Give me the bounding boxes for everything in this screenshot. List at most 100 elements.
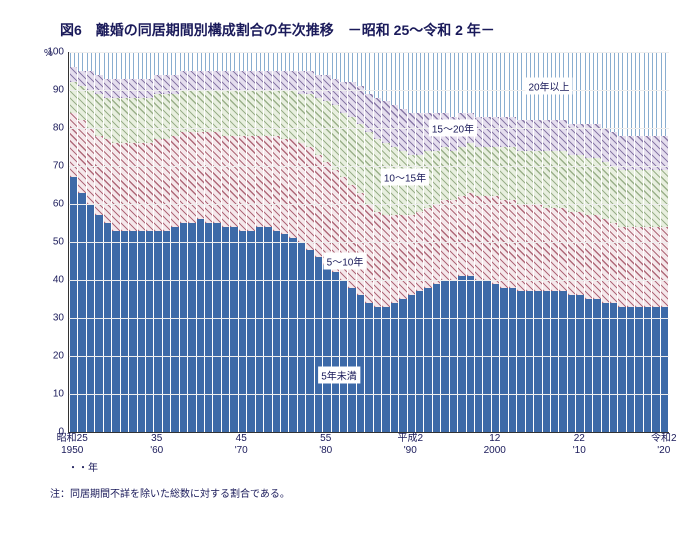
bar-segment-under5 bbox=[374, 307, 381, 432]
grid-line bbox=[69, 52, 669, 53]
bar-segment-y15_20 bbox=[391, 105, 398, 147]
bar-segment-under5 bbox=[129, 231, 136, 432]
bar-segment-over20 bbox=[635, 52, 642, 136]
bar-segment-y5_10 bbox=[289, 139, 296, 238]
bar-segment-y10_15 bbox=[483, 147, 490, 196]
bar-segment-y15_20 bbox=[87, 71, 94, 90]
bar-segment-y15_20 bbox=[618, 136, 625, 170]
bar-segment-y5_10 bbox=[197, 132, 204, 219]
bar-segment-over20 bbox=[618, 52, 625, 136]
bar-segment-y5_10 bbox=[298, 143, 305, 242]
bar-segment-under5 bbox=[618, 307, 625, 432]
bar-segment-over20 bbox=[644, 52, 651, 136]
bar-segment-y10_15 bbox=[450, 151, 457, 200]
bar-segment-y5_10 bbox=[399, 215, 406, 299]
bar-segment-over20 bbox=[610, 52, 617, 132]
bar-segment-y10_15 bbox=[441, 147, 448, 200]
bar-segment-y15_20 bbox=[138, 79, 145, 98]
bar-segment-under5 bbox=[121, 231, 128, 432]
bar-segment-y5_10 bbox=[222, 136, 229, 227]
bar-segment-y10_15 bbox=[138, 98, 145, 144]
y-tick-label: 100 bbox=[47, 47, 64, 58]
bar-segment-over20 bbox=[273, 52, 280, 71]
bar-segment-y5_10 bbox=[256, 136, 263, 227]
bar-segment-over20 bbox=[154, 52, 161, 75]
bar-segment-under5 bbox=[517, 291, 524, 432]
bar-segment-over20 bbox=[661, 52, 668, 136]
bar-segment-y5_10 bbox=[188, 132, 195, 223]
bar-segment-over20 bbox=[188, 52, 195, 71]
bar-segment-y5_10 bbox=[205, 132, 212, 223]
bar-segment-under5 bbox=[230, 227, 237, 432]
bar-segment-y10_15 bbox=[188, 90, 195, 132]
grid-line bbox=[69, 356, 669, 357]
bar-segment-y15_20 bbox=[264, 71, 271, 90]
grid-line bbox=[69, 280, 669, 281]
bar-segment-y5_10 bbox=[112, 143, 119, 230]
bar-segment-y5_10 bbox=[635, 227, 642, 307]
bar-segment-over20 bbox=[340, 52, 347, 82]
bar-segment-over20 bbox=[213, 52, 220, 71]
bar-segment-y15_20 bbox=[247, 71, 254, 90]
bar-segment-under5 bbox=[467, 276, 474, 432]
bar-segment-under5 bbox=[213, 223, 220, 432]
bar-segment-under5 bbox=[323, 265, 330, 432]
bar-segment-over20 bbox=[382, 52, 389, 101]
bar-segment-over20 bbox=[399, 52, 406, 109]
bar-segment-y5_10 bbox=[424, 208, 431, 288]
y-axis: 0102030405060708090100 bbox=[40, 52, 68, 432]
bar-segment-y5_10 bbox=[163, 139, 170, 230]
bar-segment-over20 bbox=[247, 52, 254, 71]
bar-segment-y5_10 bbox=[129, 143, 136, 230]
category-label-y10_15: 10～15年 bbox=[381, 169, 429, 186]
bar-segment-over20 bbox=[492, 52, 499, 117]
bar-segment-y15_20 bbox=[661, 136, 668, 170]
x-tick-label: 55'80 bbox=[319, 433, 332, 457]
bar-segment-y15_20 bbox=[281, 71, 288, 90]
bar-segment-y5_10 bbox=[382, 215, 389, 306]
bar-segment-over20 bbox=[289, 52, 296, 71]
bar-segment-y10_15 bbox=[340, 113, 347, 178]
bar-segment-y5_10 bbox=[593, 215, 600, 299]
bar-segment-over20 bbox=[483, 52, 490, 117]
bar-segment-y15_20 bbox=[509, 117, 516, 147]
bar-segment-y10_15 bbox=[129, 98, 136, 144]
bar-segment-under5 bbox=[146, 231, 153, 432]
bar-segment-under5 bbox=[424, 288, 431, 432]
bar-segment-over20 bbox=[95, 52, 102, 75]
grid-line bbox=[69, 128, 669, 129]
bar-segment-y15_20 bbox=[188, 71, 195, 90]
bar-segment-under5 bbox=[652, 307, 659, 432]
bar-segment-y15_20 bbox=[644, 136, 651, 170]
bar-segment-y10_15 bbox=[458, 147, 465, 196]
bar-segment-y10_15 bbox=[332, 105, 339, 170]
bar-segment-y5_10 bbox=[323, 162, 330, 265]
bar-segment-y5_10 bbox=[391, 215, 398, 302]
bar-segment-y10_15 bbox=[610, 166, 617, 223]
bar-segment-y5_10 bbox=[441, 200, 448, 280]
bar-segment-y15_20 bbox=[559, 120, 566, 150]
bar-segment-y5_10 bbox=[273, 136, 280, 231]
bar-segment-y5_10 bbox=[348, 185, 355, 288]
bar-segment-over20 bbox=[652, 52, 659, 136]
x-tick-label: 令和2'20 bbox=[651, 433, 677, 457]
bar-segment-under5 bbox=[500, 288, 507, 432]
bar-segment-y10_15 bbox=[644, 170, 651, 227]
bar-segment-y10_15 bbox=[517, 151, 524, 204]
bar-segment-y10_15 bbox=[306, 94, 313, 147]
bar-segment-y15_20 bbox=[289, 71, 296, 90]
bar-segment-y15_20 bbox=[348, 82, 355, 116]
bar-segment-over20 bbox=[467, 52, 474, 113]
bar-segment-under5 bbox=[433, 284, 440, 432]
bar-segment-y10_15 bbox=[112, 98, 119, 144]
bar-segment-over20 bbox=[180, 52, 187, 71]
bar-segment-y15_20 bbox=[213, 71, 220, 90]
bar-segment-y15_20 bbox=[585, 124, 592, 158]
bar-segment-y5_10 bbox=[458, 196, 465, 276]
y-tick-label: 30 bbox=[53, 313, 64, 324]
bar-segment-y15_20 bbox=[492, 117, 499, 147]
bar-segment-y15_20 bbox=[534, 120, 541, 150]
bar-segment-y15_20 bbox=[323, 75, 330, 102]
bar-segment-y10_15 bbox=[197, 90, 204, 132]
grid-line bbox=[69, 242, 669, 243]
